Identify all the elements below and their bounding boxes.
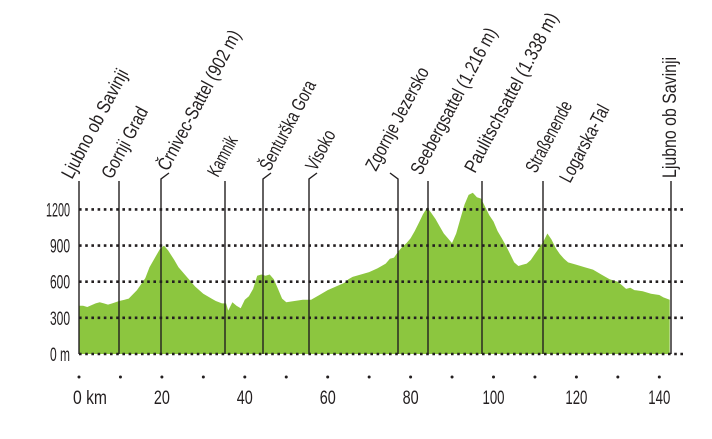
x-tick-label: 80	[403, 388, 419, 409]
waypoint-label: Kamnik	[204, 132, 243, 180]
gridlines	[79, 208, 684, 356]
x-tick-label: 60	[320, 388, 336, 409]
waypoint-connector	[308, 172, 318, 182]
x-tick-label: 120	[565, 388, 587, 409]
x-minor-dot	[118, 375, 122, 379]
x-tick-dot	[77, 375, 81, 379]
x-minor-dot	[533, 375, 537, 379]
waypoint-label: Visoko	[302, 127, 341, 175]
y-tick-label: 600	[50, 273, 70, 294]
y-axis-labels: 0 m 300 600 900 1200	[46, 200, 70, 366]
x-axis-labels: 0 km 20 40 60 80 100 120 140	[73, 375, 670, 409]
waypoint-label: Ljubno ob Savinji	[660, 57, 681, 178]
waypoint-markers	[78, 172, 672, 354]
y-tick-label: 0 m	[50, 345, 70, 366]
elevation-fill	[79, 192, 670, 354]
x-tick-label: 0 km	[73, 388, 107, 409]
x-minor-dot	[616, 375, 620, 379]
elevation-area	[79, 192, 670, 354]
x-tick-dot	[657, 375, 661, 379]
y-tick-label: 1200	[46, 200, 70, 221]
waypoint-connector	[160, 172, 170, 182]
x-tick-dot	[243, 375, 247, 379]
x-tick-dot	[409, 375, 413, 379]
x-minor-dot	[367, 375, 371, 379]
x-tick-label: 40	[237, 388, 253, 409]
x-minor-dot	[284, 375, 288, 379]
x-minor-dot	[450, 375, 454, 379]
waypoint-connector	[389, 172, 399, 182]
x-minor-dot	[201, 375, 205, 379]
x-tick-label: 100	[483, 388, 505, 409]
x-tick-label: 140	[648, 388, 670, 409]
x-tick-dot	[492, 375, 495, 379]
x-tick-dot	[160, 375, 164, 379]
y-tick-label: 300	[50, 309, 70, 330]
x-tick-dot	[574, 375, 578, 379]
y-tick-label: 900	[50, 237, 70, 258]
waypoint-connector	[262, 172, 272, 182]
x-tick-dot	[326, 375, 330, 379]
x-tick-label: 20	[154, 388, 170, 409]
